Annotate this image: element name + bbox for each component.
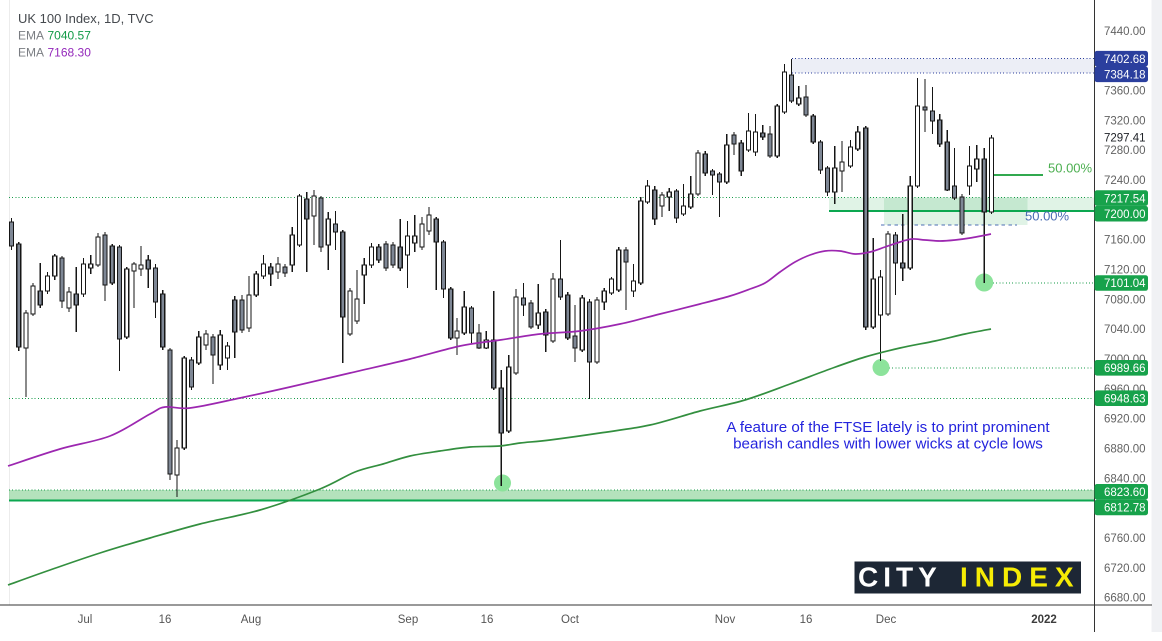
svg-text:7080.00: 7080.00 xyxy=(1104,294,1146,306)
svg-text:7040.57: 7040.57 xyxy=(48,29,92,43)
svg-text:7280.00: 7280.00 xyxy=(1104,145,1146,157)
svg-text:50.00%: 50.00% xyxy=(1048,161,1093,176)
svg-text:7440.00: 7440.00 xyxy=(1104,26,1146,38)
svg-text:bearish candles with lower wic: bearish candles with lower wicks at cycl… xyxy=(733,436,1043,453)
svg-text:7101.04: 7101.04 xyxy=(1104,278,1146,290)
svg-text:A feature of the FTSE lately i: A feature of the FTSE lately is to print… xyxy=(726,419,1050,436)
svg-text:7384.18: 7384.18 xyxy=(1104,70,1146,82)
svg-text:UK 100 Index, 1D, TVC: UK 100 Index, 1D, TVC xyxy=(18,11,154,26)
svg-text:6880.00: 6880.00 xyxy=(1104,444,1146,456)
svg-text:6840.00: 6840.00 xyxy=(1104,473,1146,485)
svg-text:EMA: EMA xyxy=(18,46,44,60)
svg-text:6720.00: 6720.00 xyxy=(1104,563,1146,575)
svg-text:7200.00: 7200.00 xyxy=(1104,209,1146,221)
svg-text:16: 16 xyxy=(481,614,494,626)
svg-text:Sep: Sep xyxy=(398,614,418,626)
svg-text:6760.00: 6760.00 xyxy=(1104,533,1146,545)
svg-text:7402.68: 7402.68 xyxy=(1104,54,1146,66)
svg-text:6680.00: 6680.00 xyxy=(1104,593,1146,605)
svg-text:7217.54: 7217.54 xyxy=(1104,193,1146,205)
svg-text:50.00%: 50.00% xyxy=(1025,209,1070,224)
svg-text:7297.41: 7297.41 xyxy=(1104,132,1146,144)
svg-text:7040.00: 7040.00 xyxy=(1104,324,1146,336)
svg-text:6823.60: 6823.60 xyxy=(1104,487,1146,499)
svg-text:Dec: Dec xyxy=(876,614,897,626)
svg-text:Nov: Nov xyxy=(715,614,736,626)
svg-text:7168.30: 7168.30 xyxy=(48,46,92,60)
svg-text:CITY: CITY xyxy=(858,562,942,593)
svg-text:16: 16 xyxy=(159,614,172,626)
svg-text:6812.78: 6812.78 xyxy=(1104,503,1146,515)
svg-text:Aug: Aug xyxy=(241,614,261,626)
svg-text:Oct: Oct xyxy=(561,614,580,626)
svg-text:7160.00: 7160.00 xyxy=(1104,235,1146,247)
svg-text:6989.66: 6989.66 xyxy=(1104,363,1146,375)
svg-text:7240.00: 7240.00 xyxy=(1104,175,1146,187)
svg-text:Jul: Jul xyxy=(78,614,93,626)
svg-text:2022: 2022 xyxy=(1031,614,1057,626)
svg-text:6920.00: 6920.00 xyxy=(1104,414,1146,426)
svg-text:7360.00: 7360.00 xyxy=(1104,86,1146,98)
svg-text:INDEX: INDEX xyxy=(960,562,1081,593)
svg-text:7320.00: 7320.00 xyxy=(1104,115,1146,127)
svg-text:EMA: EMA xyxy=(18,29,44,43)
svg-text:7120.00: 7120.00 xyxy=(1104,265,1146,277)
svg-text:16: 16 xyxy=(800,614,813,626)
svg-text:6948.63: 6948.63 xyxy=(1104,393,1146,405)
